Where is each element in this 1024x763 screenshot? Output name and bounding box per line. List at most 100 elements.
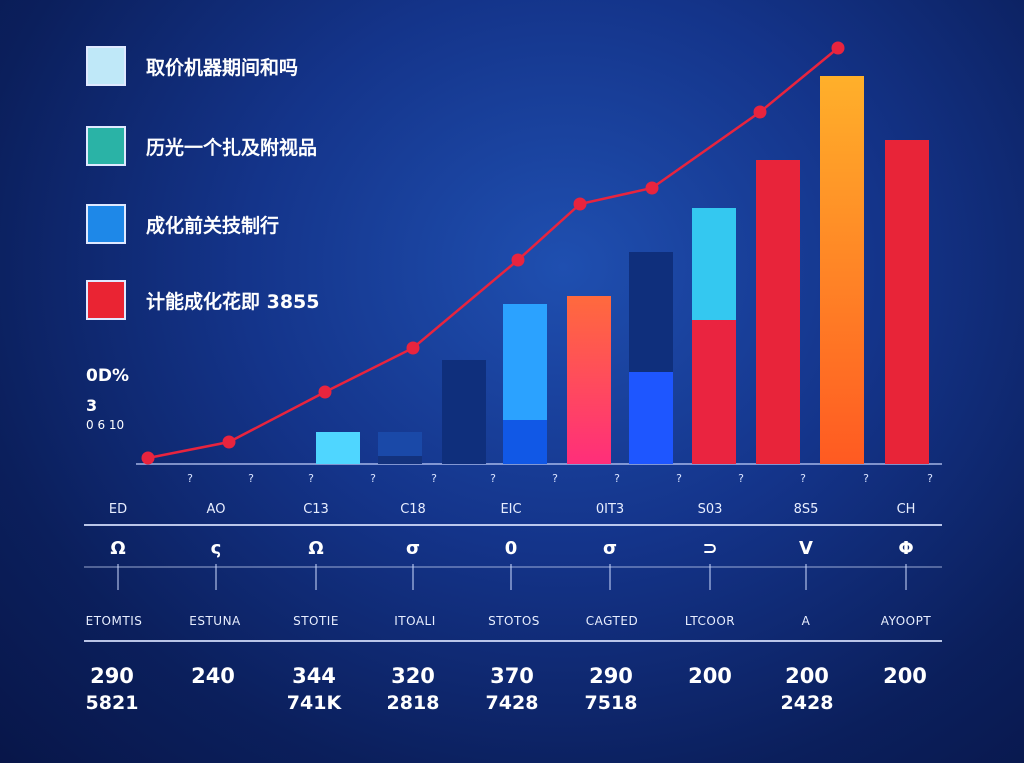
stem: [117, 564, 119, 590]
divider-bottom: [84, 640, 942, 642]
value-secondary: 741K: [286, 692, 342, 714]
x-tick-label: ?: [490, 472, 496, 485]
value-secondary: 2428: [780, 692, 834, 714]
value-primary: 370: [490, 664, 534, 688]
trend-point-6: [573, 197, 587, 211]
x-tick-label: ?: [431, 472, 437, 485]
x-tick-label: ?: [614, 472, 620, 485]
code-label: AO: [206, 502, 226, 517]
legend-label: 历光一个扎及附视品: [146, 136, 318, 159]
x-tick-label: ?: [187, 472, 193, 485]
stem: [905, 564, 907, 590]
code-label: S03: [697, 502, 723, 517]
bar-4-segment-2: [503, 304, 547, 420]
legend-swatch: [86, 126, 126, 166]
trend-point-4: [406, 341, 420, 355]
value-secondary: 2818: [386, 692, 440, 714]
stem: [412, 564, 414, 590]
trend-point-2: [222, 435, 236, 449]
legend-swatch: [86, 46, 126, 86]
side-note-number: 3: [86, 396, 98, 415]
bar-5-segment-1: [567, 296, 611, 464]
code-label: EIC: [500, 502, 522, 517]
bar-7-segment-2: [692, 208, 736, 320]
value-primary: 290: [90, 664, 134, 688]
stem: [510, 564, 512, 590]
x-tick-label: ?: [308, 472, 314, 485]
x-tick-label: ?: [552, 472, 558, 485]
bar-6-segment-2: [629, 252, 673, 372]
legend-swatch: [86, 280, 126, 320]
side-note-small: 0 6 10: [86, 418, 125, 432]
value-primary: 240: [191, 664, 235, 688]
x-tick-label: ?: [248, 472, 254, 485]
bar-3-segment-1: [442, 360, 486, 464]
value-secondary: 7518: [584, 692, 638, 714]
glyph: Φ: [898, 538, 914, 559]
stem: [609, 564, 611, 590]
bar-10-segment-1: [885, 140, 929, 464]
stem: [315, 564, 317, 590]
x-tick-label: ?: [738, 472, 744, 485]
divider-mid: [84, 566, 942, 568]
bar-9-segment-1: [820, 76, 864, 464]
value-primary: 200: [688, 664, 732, 688]
stem: [709, 564, 711, 590]
x-tick-label: ?: [370, 472, 376, 485]
code-label: C13: [303, 502, 329, 517]
legend-item-4: 计能成化花即 3855: [86, 280, 320, 320]
glyph: V: [799, 538, 813, 559]
sublabel: STOTIE: [293, 614, 339, 628]
value-primary: 200: [883, 664, 927, 688]
sublabel: ITOALI: [394, 614, 436, 628]
trend-point-3: [318, 385, 332, 399]
value-primary: 200: [785, 664, 829, 688]
sublabel: STOTOS: [488, 614, 540, 628]
trend-point-7: [645, 181, 659, 195]
sublabel: CAGTED: [585, 614, 639, 628]
glyph: Ω: [308, 538, 324, 559]
value-primary: 344: [292, 664, 336, 688]
legend-swatch: [86, 204, 126, 244]
trend-point-5: [511, 253, 525, 267]
sublabel: LTCOOR: [684, 614, 736, 628]
x-tick-label: ?: [800, 472, 806, 485]
legend-label: 取价机器期间和吗: [146, 56, 299, 79]
divider-top: [84, 524, 942, 526]
bar-2-segment-1: [378, 456, 422, 464]
value-secondary: 5821: [85, 692, 139, 714]
glyph: σ: [602, 538, 618, 559]
legend-item-1: 取价机器期间和吗: [86, 46, 298, 86]
bar-2-segment-2: [378, 432, 422, 456]
trend-point-8: [753, 105, 767, 119]
sublabel: ESTUNA: [189, 614, 241, 628]
value-secondary: 7428: [485, 692, 539, 714]
legend-item-3: 成化前关技制行: [86, 204, 279, 244]
trend-point-1: [141, 451, 155, 465]
code-label: 0IT3: [595, 502, 625, 517]
legend-label: 成化前关技制行: [146, 214, 280, 237]
x-tick-label: ?: [927, 472, 933, 485]
bar-8-segment-1: [756, 160, 800, 464]
x-tick-label: ?: [863, 472, 869, 485]
sublabel: AYOOPT: [880, 614, 932, 628]
glyph: ς: [210, 538, 222, 559]
code-label: CH: [896, 502, 916, 517]
glyph: ⊃: [702, 538, 718, 559]
x-tick-label: ?: [676, 472, 682, 485]
code-label: C18: [400, 502, 426, 517]
bar-6-segment-1: [629, 372, 673, 464]
glyph: Ω: [110, 538, 126, 559]
bar-1-segment-1: [316, 432, 360, 464]
bar-4-segment-1: [503, 420, 547, 464]
stem: [215, 564, 217, 590]
glyph: 0: [504, 538, 518, 559]
sublabel: ETOMTIS: [85, 614, 143, 628]
code-label: 8S5: [793, 502, 819, 517]
legend-item-2: 历光一个扎及附视品: [86, 126, 317, 166]
glyph: σ: [405, 538, 421, 559]
trend-point-9: [831, 41, 845, 55]
stem: [805, 564, 807, 590]
sublabel: A: [801, 614, 811, 628]
